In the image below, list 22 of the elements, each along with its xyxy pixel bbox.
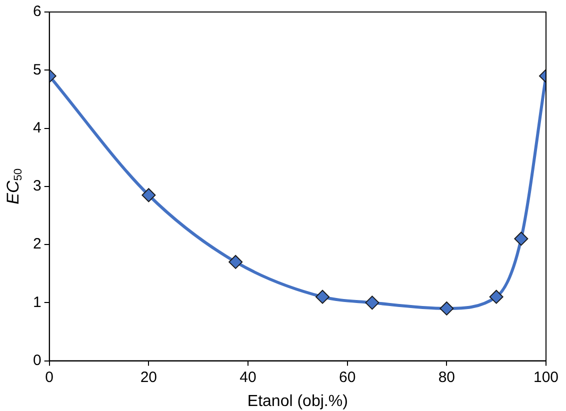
point xyxy=(440,301,454,316)
x-tick-label: 100 xyxy=(533,368,559,386)
y-axis-title: EC50 xyxy=(4,168,24,204)
point xyxy=(489,290,504,304)
y-tick-label: 3 xyxy=(33,178,42,195)
y-tick-label: 4 xyxy=(33,119,42,136)
point xyxy=(514,232,528,246)
x-tick-label: 60 xyxy=(338,368,356,386)
y-tick-label: 5 xyxy=(33,61,42,78)
point xyxy=(142,188,156,202)
y-tick-label: 2 xyxy=(33,236,42,253)
x-tick-label: 40 xyxy=(240,368,256,386)
point xyxy=(316,290,330,304)
point xyxy=(365,296,380,310)
x-axis-title: Etanol (obj.%) xyxy=(247,392,348,410)
x-tick-label: 80 xyxy=(438,368,456,386)
y-tick-label: 6 xyxy=(33,3,42,20)
point xyxy=(228,254,243,269)
y-tick-label: 1 xyxy=(33,294,42,311)
x-tick-label: 20 xyxy=(140,368,158,386)
y-tick-label: 0 xyxy=(33,352,42,369)
x-tick-label: 0 xyxy=(45,368,54,386)
